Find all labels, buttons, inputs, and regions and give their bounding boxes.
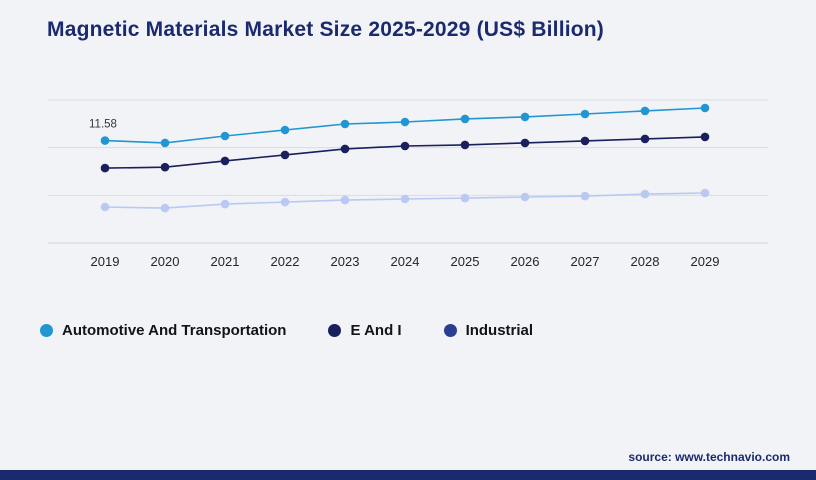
data-point: [340, 195, 350, 205]
data-point: [100, 136, 110, 145]
x-axis-label: 2021: [211, 254, 240, 269]
chart-legend: Automotive And Transportation E And I Indu…: [40, 322, 533, 339]
data-point: [460, 114, 470, 124]
x-axis-label: 2020: [151, 254, 180, 269]
chart-title: Magnetic Materials Market Size 2025-2029…: [47, 18, 605, 41]
data-point: [700, 132, 710, 142]
data-point: [520, 112, 530, 122]
series-line-1: [104, 136, 706, 169]
plot-area: 11.58 2019 2020 2021 2022 2023 2024 2025 2026 202…: [48, 90, 768, 280]
data-point: [400, 194, 410, 204]
data-point: [640, 106, 650, 116]
data-point: [280, 125, 290, 135]
legend-label: Industrial: [465, 322, 534, 339]
x-axis-label: 2028: [631, 254, 660, 269]
data-point: [280, 150, 290, 160]
legend-item-0: Automotive And Transportation: [40, 322, 286, 339]
data-point: [580, 191, 590, 201]
data-point: [100, 163, 110, 173]
data-point: [520, 192, 530, 202]
data-point: [220, 156, 230, 166]
data-point: [220, 199, 230, 209]
data-point: [160, 138, 170, 148]
data-point: [700, 103, 710, 113]
x-axis-label: 2024: [391, 254, 420, 269]
data-point: [220, 131, 230, 141]
legend-dot-icon: [328, 324, 342, 337]
x-axis-label: 2022: [271, 254, 300, 269]
data-point: [340, 119, 350, 129]
x-axis-label: 2027: [571, 254, 600, 269]
line-chart-svg: 11.58 2019 2020 2021 2022 2023 2024 2025 2026 202…: [48, 99, 768, 269]
data-point: [700, 188, 710, 198]
x-axis-label: 2029: [691, 254, 720, 269]
x-axis-label: 2023: [331, 254, 360, 269]
data-point: [160, 203, 170, 213]
data-point: [100, 202, 110, 212]
legend-label: Automotive And Transportation: [62, 322, 287, 339]
data-label: 11.58: [89, 119, 117, 131]
legend-label: E And I: [350, 322, 402, 339]
data-point: [640, 189, 650, 199]
data-point: [460, 193, 470, 203]
data-point: [460, 140, 470, 150]
data-point: [400, 117, 410, 127]
legend-dot-icon: [40, 324, 53, 337]
x-axis-label: 2026: [511, 254, 540, 269]
data-point: [640, 134, 650, 144]
data-point: [580, 109, 590, 119]
data-point: [340, 144, 350, 154]
source-attribution: source: www.technavio.com: [628, 450, 790, 464]
legend-item-1: E And I: [328, 322, 402, 339]
data-point: [160, 162, 170, 172]
footer-accent-bar: [0, 470, 816, 480]
data-point: [520, 138, 530, 148]
legend-dot-icon: [443, 324, 457, 337]
x-axis-label: 2019: [91, 254, 120, 269]
data-point: [280, 197, 290, 207]
x-axis-label: 2025: [451, 254, 480, 269]
data-point: [580, 136, 590, 146]
legend-item-2: Industrial: [443, 322, 534, 339]
data-point: [400, 141, 410, 151]
